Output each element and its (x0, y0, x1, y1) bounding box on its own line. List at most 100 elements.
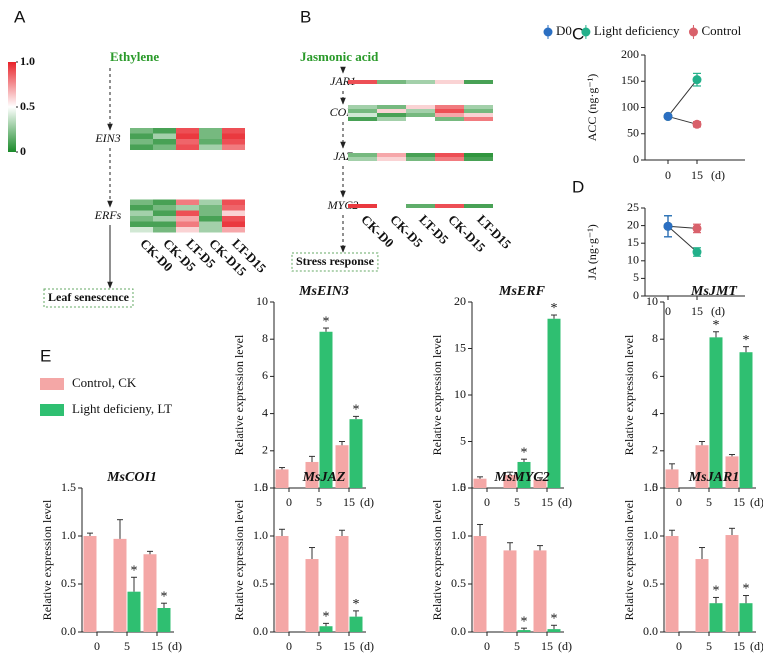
heatmap-cell (199, 139, 222, 145)
heatmap-cell (435, 153, 464, 157)
heatmap-cell (176, 133, 199, 139)
heatmap-cell (406, 117, 435, 121)
y-axis-label: Relative expression level (40, 499, 54, 620)
series-line (667, 79, 698, 117)
x-tick-label: 0 (94, 639, 100, 653)
y-tick-label: 0.0 (451, 624, 466, 638)
bar (739, 603, 753, 632)
y-tick-label: 1.0 (643, 528, 658, 542)
heatmap-cell (153, 199, 176, 205)
bar (143, 554, 157, 632)
heatmap-cell (199, 221, 222, 227)
bar (665, 469, 679, 488)
bar (349, 616, 363, 632)
heatmap-cell (130, 199, 153, 205)
heatmap-cell (199, 205, 222, 211)
heatmap-cell (435, 204, 464, 208)
heatmap-cell (406, 113, 435, 117)
heatmap-cell (464, 80, 493, 84)
y-axis-label: Relative expression level (622, 499, 636, 620)
bar (305, 559, 319, 632)
heatmap-cell (377, 153, 406, 157)
heatmap-cell (130, 205, 153, 211)
pathway-title: Ethylene (110, 49, 159, 64)
bar (335, 536, 349, 632)
bar (709, 337, 723, 488)
y-axis-label: Relative expression level (430, 499, 444, 620)
y-tick-label: 5 (633, 270, 639, 284)
x-tick-label: 5 (316, 639, 322, 653)
y-tick-label: 8 (262, 331, 268, 345)
heatmap-cell (464, 113, 493, 117)
y-axis-label: Relative expression level (232, 334, 246, 455)
y-axis-label: ACC (ng·g⁻¹) (585, 74, 599, 142)
y-tick-label: 1.5 (61, 480, 76, 494)
y-tick-label: 0.0 (253, 624, 268, 638)
gene-label: ERFs (94, 208, 122, 222)
y-tick-label: 0.0 (643, 624, 658, 638)
heatmap-cell (176, 139, 199, 145)
panel-label: C (572, 24, 584, 43)
point (692, 247, 702, 257)
pathway-output: Leaf senescence (48, 290, 130, 304)
y-tick-label: 1.0 (253, 528, 268, 542)
series-line (667, 115, 698, 125)
heatmap-cell (377, 105, 406, 109)
heatmap-cell (435, 113, 464, 117)
y-tick-label: 0 (262, 480, 268, 494)
heatmap-cell (130, 221, 153, 227)
colorbar-label: 1.0 (20, 54, 35, 68)
y-tick-label: 1.5 (253, 480, 268, 494)
heatmap-cell (348, 117, 377, 121)
y-tick-label: 1.5 (451, 480, 466, 494)
pathway-output: Stress response (296, 254, 375, 268)
heatmap-cell (222, 199, 245, 205)
heatmap-cell (176, 210, 199, 216)
bar (725, 456, 739, 488)
legend-swatch (40, 404, 64, 416)
y-tick-label: 150 (621, 73, 639, 87)
heatmap-cell (348, 105, 377, 109)
gene-label: JAR1 (330, 74, 356, 88)
y-axis-label: Relative expression level (622, 334, 636, 455)
heatmap-cell (377, 80, 406, 84)
heatmap-cell (153, 144, 176, 150)
bar (473, 478, 487, 488)
heatmap-cell (199, 227, 222, 233)
heatmap-cell (222, 128, 245, 134)
x-unit: (d) (750, 495, 763, 509)
x-tick-label: 0 (286, 639, 292, 653)
significance: * (521, 614, 528, 629)
y-tick-label: 10 (646, 294, 658, 308)
y-tick-label: 10 (627, 253, 639, 267)
panel-label: E (40, 346, 51, 365)
heatmap-cell (130, 210, 153, 216)
x-tick-label: 0 (286, 495, 292, 509)
heatmap-cell (348, 109, 377, 113)
heatmap-cell (464, 153, 493, 157)
panel-title: MsMYC2 (493, 470, 549, 485)
significance: * (521, 445, 528, 460)
panel-title: MsJAZ (302, 470, 346, 485)
bar (709, 603, 723, 632)
heatmap-cell (222, 133, 245, 139)
significance: * (353, 597, 360, 612)
y-tick-label: 100 (621, 99, 639, 113)
significance: * (713, 318, 720, 333)
panel-label: B (300, 7, 311, 26)
y-tick-label: 6 (262, 368, 268, 382)
panel-title: MsERF (498, 284, 546, 299)
heatmap-cell (406, 80, 435, 84)
heatmap-cell (153, 227, 176, 233)
bar (349, 419, 363, 488)
y-tick-label: 4 (262, 405, 268, 419)
heatmap-cell (199, 133, 222, 139)
heatmap-cell (153, 133, 176, 139)
x-unit: (d) (711, 168, 725, 182)
x-tick-label: 15 (691, 168, 703, 182)
heatmap-cell (435, 80, 464, 84)
heatmap-cell (153, 139, 176, 145)
bar (275, 469, 289, 488)
x-unit: (d) (168, 639, 182, 653)
